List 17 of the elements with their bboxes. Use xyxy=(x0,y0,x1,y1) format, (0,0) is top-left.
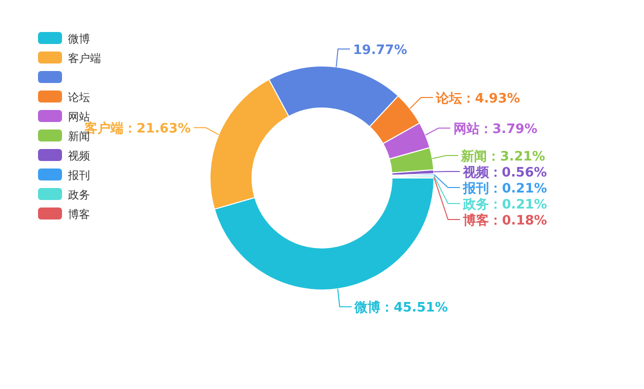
legend-label: 网站 xyxy=(68,110,90,124)
data-label: 微博：45.51% xyxy=(354,300,448,316)
data-label: 网站：3.79% xyxy=(453,122,538,138)
data-label: 论坛：4.93% xyxy=(434,92,520,107)
data-label: 视频：0.56% xyxy=(462,164,547,181)
legend-label: 博客 xyxy=(68,208,90,221)
legend-label: 微博 xyxy=(68,32,90,46)
legend-label: 政务 xyxy=(68,188,90,202)
data-label: 政务：0.21% xyxy=(462,198,548,213)
legend-label: 报刊 xyxy=(67,169,90,182)
data-label: 19.77% xyxy=(352,43,408,58)
legend-label: 论坛 xyxy=(68,91,90,104)
legend-label: 客户端 xyxy=(68,52,101,65)
data-label: 报刊：0.21% xyxy=(462,182,548,197)
data-label: 博客：0.18% xyxy=(462,212,548,229)
legend-label: 视频 xyxy=(68,150,90,162)
data-label: 新闻：3.21% xyxy=(460,148,546,165)
